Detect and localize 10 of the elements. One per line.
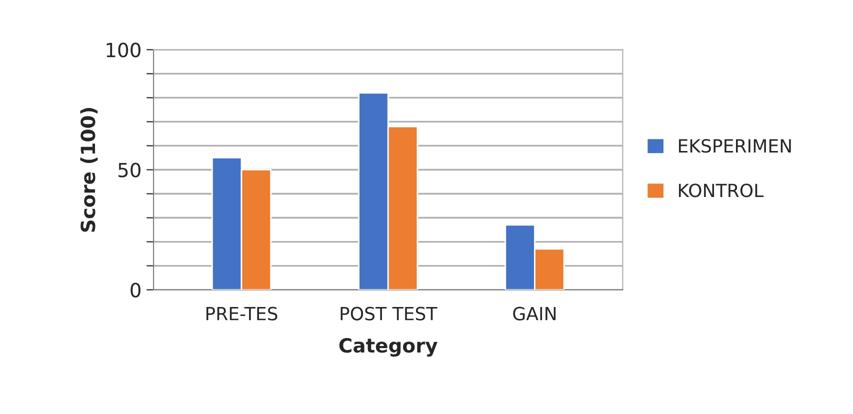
y-tick-label: 0	[130, 282, 140, 298]
y-axis-title: Score (100)	[80, 108, 98, 232]
x-tick-label: PRE-TES	[206, 306, 278, 320]
legend-label: EKSPERIMEN	[678, 139, 791, 153]
x-tick-label: POST TEST	[340, 306, 438, 320]
y-tick-label: 50	[118, 162, 140, 178]
x-axis-title: Category	[339, 338, 438, 357]
y-tick-label: 100	[106, 42, 140, 58]
x-tick-label: GAIN	[513, 306, 556, 320]
legend-label: KONTROL	[678, 184, 764, 198]
